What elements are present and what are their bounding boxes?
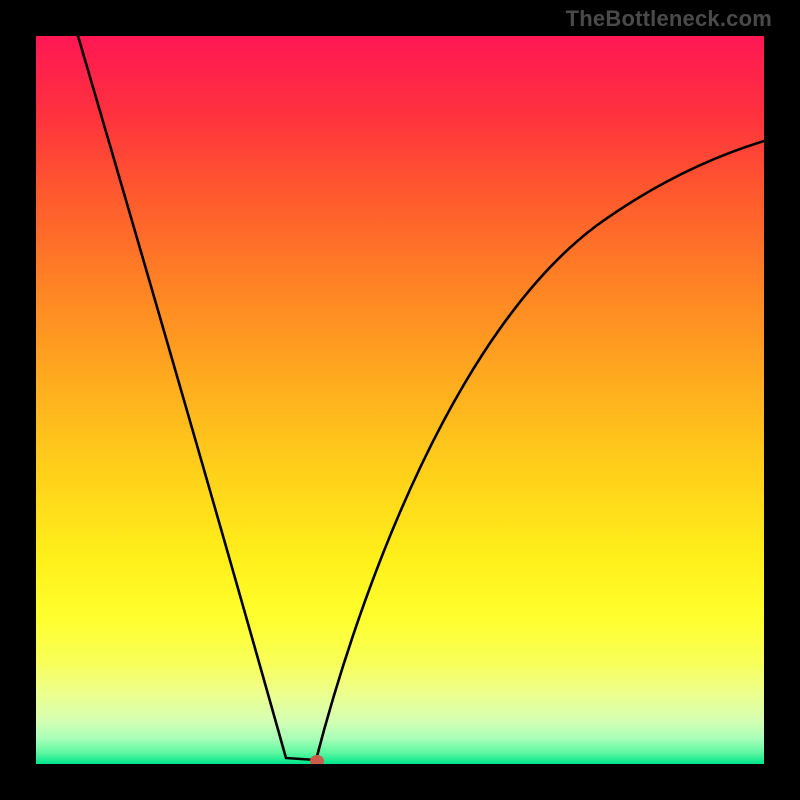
curve-path <box>78 36 764 760</box>
plot-area <box>36 36 764 764</box>
minimum-marker <box>310 755 324 764</box>
watermark-text: TheBottleneck.com <box>566 6 772 32</box>
bottleneck-curve <box>36 36 764 764</box>
